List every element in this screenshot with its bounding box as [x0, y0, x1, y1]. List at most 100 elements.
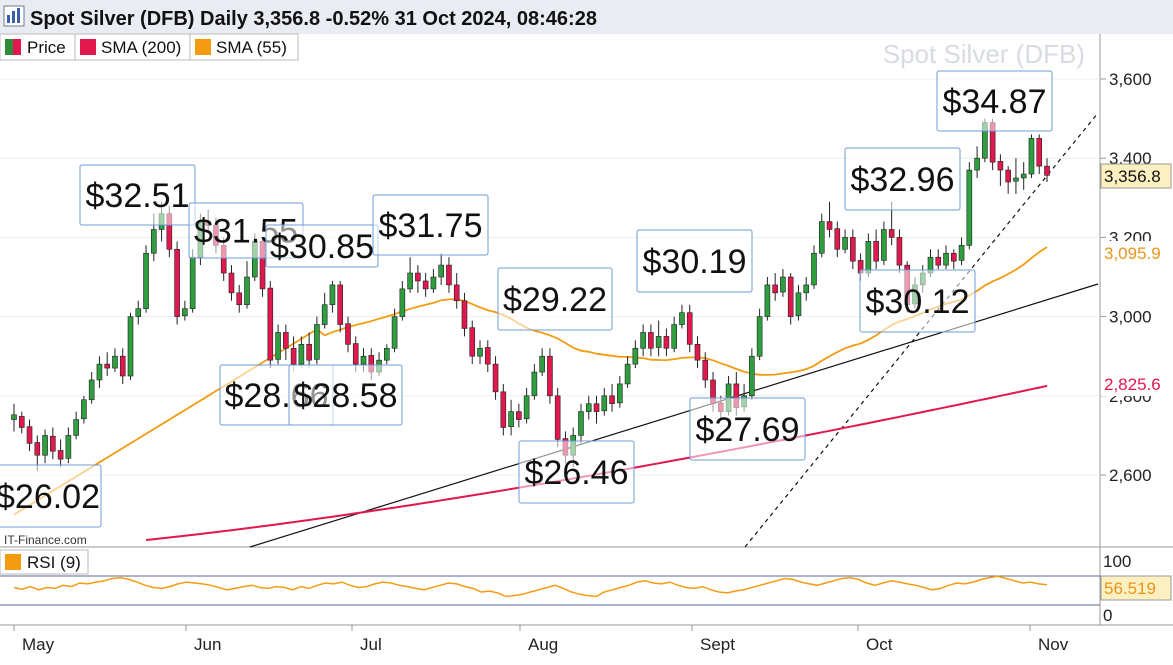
right-axis-panel — [1100, 34, 1173, 660]
candle-body-down — [228, 272, 235, 294]
candle-body-up — [1013, 177, 1019, 182]
annotation-box — [0, 464, 102, 528]
candle-body-down — [461, 300, 468, 329]
annotation-layer: $26.02$32.51$31.55$30.85$28.66$28.58$31.… — [0, 70, 1053, 528]
candle-body-down — [694, 344, 701, 361]
legend-swatch-sma55 — [195, 39, 211, 55]
candle — [112, 348, 118, 373]
x-tick-label: Nov — [1038, 635, 1069, 654]
candle — [477, 340, 483, 365]
candle-body-up — [803, 284, 810, 294]
candle-body-down — [453, 284, 460, 302]
candle — [189, 249, 196, 313]
candle — [686, 304, 693, 353]
candle — [702, 352, 709, 388]
candle-body-up — [65, 435, 72, 459]
candle-body-down — [593, 403, 600, 412]
candle-body-down — [50, 435, 56, 452]
candle-body-up — [135, 308, 142, 317]
candle — [143, 245, 149, 313]
candle-body-up — [943, 252, 949, 266]
candle-body-up — [881, 229, 887, 261]
candle — [531, 364, 538, 400]
candle-body-up — [601, 395, 608, 412]
candle-body-up — [531, 371, 538, 397]
candle — [671, 316, 677, 353]
candle — [88, 372, 95, 404]
candle — [329, 280, 336, 313]
candle — [516, 403, 522, 428]
legend-label-price: Price — [27, 38, 66, 57]
candle-body-up — [966, 169, 973, 246]
candle — [57, 439, 64, 468]
candle-body-up — [477, 347, 483, 357]
candle — [508, 399, 514, 436]
candle-body-up — [756, 316, 763, 357]
candle-body-down — [174, 248, 180, 317]
candle-body-down — [663, 336, 670, 349]
annotation-box — [288, 364, 403, 426]
candle — [283, 324, 289, 361]
candle-body-up — [81, 399, 87, 420]
candle-body-down — [554, 395, 561, 440]
candle — [663, 328, 670, 357]
candle — [818, 213, 825, 258]
candle-body-down — [283, 332, 289, 349]
candle — [772, 273, 778, 301]
candle — [42, 429, 48, 464]
candle — [974, 146, 980, 178]
candle-body-down — [950, 252, 957, 262]
candle-body-down — [997, 161, 1004, 171]
candle-body-down — [290, 347, 297, 365]
candle — [422, 273, 429, 297]
candle-body-up — [391, 316, 398, 349]
y-tick-label: 3,600 — [1109, 70, 1152, 89]
dashed-trendline — [744, 112, 1099, 548]
candle-body-up — [11, 414, 17, 420]
candle-body-down — [1005, 169, 1011, 183]
candle-body-up — [314, 324, 320, 360]
candle — [337, 280, 344, 333]
candle — [438, 253, 444, 285]
candle — [873, 229, 879, 270]
candle-body-up — [749, 355, 755, 397]
candle-body-down — [337, 284, 344, 325]
candle-body-up — [640, 332, 646, 349]
candle — [182, 300, 188, 321]
candle-body-down — [469, 327, 476, 357]
legend-swatch-price-down — [13, 39, 21, 55]
candle — [135, 300, 142, 325]
chart-title: Spot Silver (DFB) Daily 3,356.8 -0.52% 3… — [30, 8, 597, 30]
candle-body-down — [352, 343, 359, 365]
candle — [345, 316, 351, 353]
candle — [966, 162, 973, 250]
candle-body-down — [306, 344, 312, 361]
candle — [391, 308, 398, 353]
candle — [749, 348, 755, 400]
candle — [492, 356, 499, 400]
candle — [780, 269, 786, 297]
annotation-label: $26.02 — [0, 478, 100, 516]
candle — [624, 356, 631, 388]
candle-body-down — [492, 363, 499, 393]
candle — [547, 348, 553, 404]
candle — [81, 395, 87, 424]
price-annotation: $34.87 — [936, 70, 1053, 132]
x-tick-label: Oct — [866, 635, 893, 654]
candle-body-up — [539, 355, 545, 373]
candle-body-up — [189, 256, 196, 309]
candle — [430, 269, 437, 293]
candle — [523, 387, 530, 424]
candle — [446, 257, 452, 293]
candle — [585, 395, 592, 420]
candle-body-down — [935, 256, 942, 266]
annotation-label: $31.75 — [379, 207, 483, 245]
candle-body-up — [679, 312, 685, 325]
candle — [314, 316, 320, 365]
candle-body-down — [787, 276, 794, 317]
y-tick-label: 3,000 — [1109, 308, 1152, 327]
candle — [298, 336, 305, 369]
candle — [842, 229, 848, 254]
candle-body-down — [1044, 165, 1050, 176]
